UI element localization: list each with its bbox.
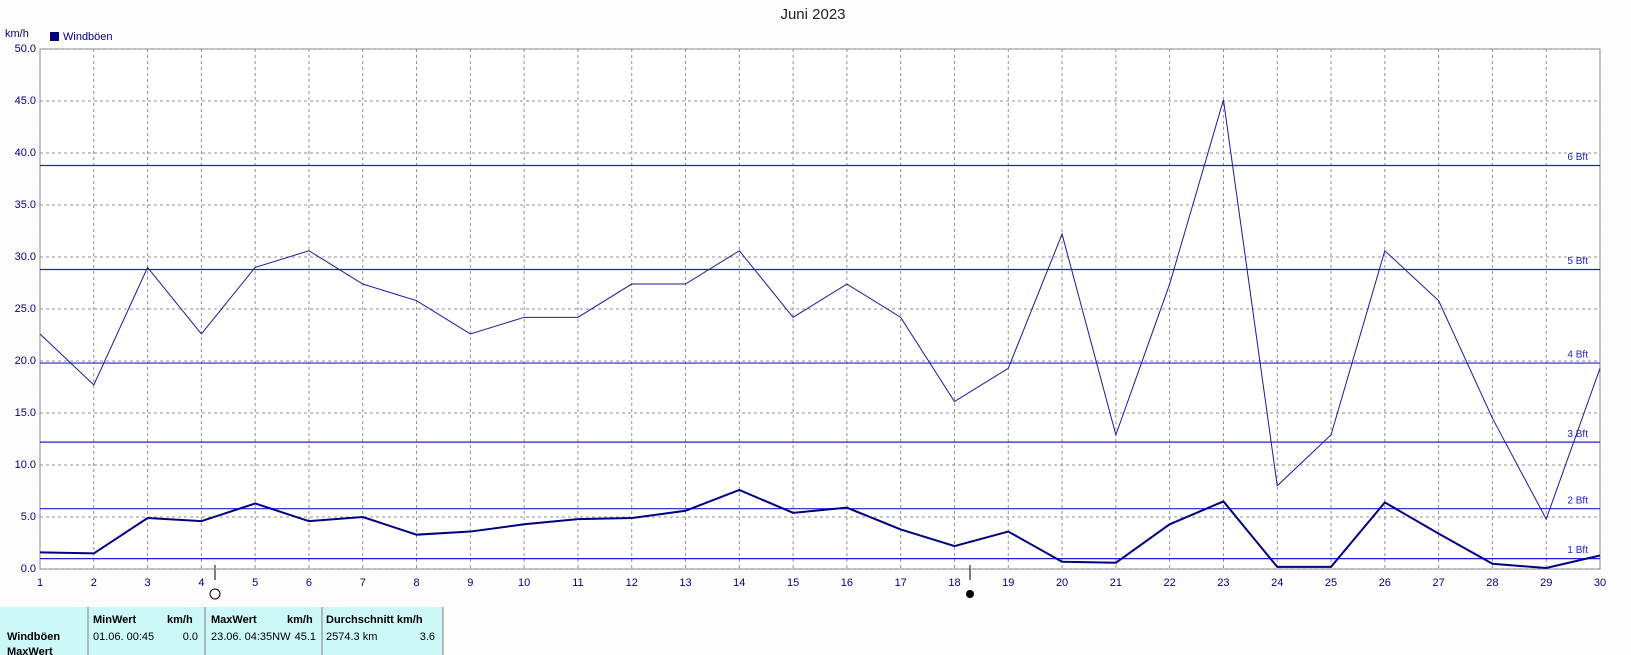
y-tick-label: 50.0 bbox=[15, 43, 36, 55]
y-tick-label: 10.0 bbox=[15, 459, 36, 471]
table-cell: 45.1 bbox=[295, 631, 316, 643]
x-tick-label: 24 bbox=[1271, 577, 1283, 589]
y-tick-label: 45.0 bbox=[15, 95, 36, 107]
x-tick-label: 27 bbox=[1432, 577, 1444, 589]
reference-label: 5 Bft bbox=[1567, 256, 1588, 267]
y-tick-label: 5.0 bbox=[21, 511, 36, 523]
table-header: km/h bbox=[287, 614, 313, 626]
legend-label: Windböen bbox=[63, 31, 113, 43]
x-tick-label: 30 bbox=[1594, 577, 1606, 589]
table-cell: 0.0 bbox=[183, 631, 198, 643]
data-line bbox=[39, 488, 1601, 569]
legend-swatch bbox=[50, 32, 59, 41]
x-tick-label: 16 bbox=[841, 577, 853, 589]
reference-label: 4 Bft bbox=[1567, 350, 1588, 361]
x-tick-label: 13 bbox=[679, 577, 691, 589]
x-tick-label: 7 bbox=[360, 577, 366, 589]
x-tick-label: 4 bbox=[198, 577, 204, 589]
y-axis-label: km/h bbox=[5, 28, 29, 40]
table-row-label: MaxWert bbox=[7, 646, 53, 655]
table-header: km/h bbox=[167, 614, 193, 626]
table-row-label: Windböen bbox=[7, 631, 60, 643]
x-tick-label: 28 bbox=[1486, 577, 1498, 589]
x-tick-label: 14 bbox=[733, 577, 745, 589]
reference-label: 3 Bft bbox=[1567, 429, 1588, 440]
data-line bbox=[39, 99, 1601, 521]
y-tick-label: 35.0 bbox=[15, 199, 36, 211]
y-tick-label: 40.0 bbox=[15, 147, 36, 159]
moon-icon bbox=[966, 590, 974, 598]
stats-panel bbox=[0, 607, 443, 655]
x-tick-label: 20 bbox=[1056, 577, 1068, 589]
x-tick-label: 9 bbox=[467, 577, 473, 589]
x-tick-label: 17 bbox=[895, 577, 907, 589]
table-header: MinWert bbox=[93, 614, 137, 626]
x-tick-label: 11 bbox=[572, 577, 583, 589]
y-tick-label: 20.0 bbox=[15, 355, 36, 367]
reference-label: 6 Bft bbox=[1567, 152, 1588, 163]
reference-label: 2 Bft bbox=[1567, 495, 1588, 506]
x-tick-label: 1 bbox=[37, 577, 43, 589]
x-tick-label: 6 bbox=[306, 577, 312, 589]
moon-icon bbox=[209, 588, 221, 600]
y-tick-label: 0.0 bbox=[21, 563, 36, 575]
x-tick-label: 5 bbox=[252, 577, 258, 589]
y-tick-label: 15.0 bbox=[15, 407, 36, 419]
table-header: MaxWert bbox=[211, 614, 257, 626]
x-tick-label: 19 bbox=[1002, 577, 1014, 589]
x-tick-label: 12 bbox=[626, 577, 638, 589]
x-tick-label: 8 bbox=[413, 577, 419, 589]
x-tick-label: 21 bbox=[1110, 577, 1122, 589]
chart-title: Juni 2023 bbox=[780, 6, 845, 23]
x-tick-label: 10 bbox=[518, 577, 530, 589]
x-tick-label: 2 bbox=[91, 577, 97, 589]
x-tick-label: 15 bbox=[787, 577, 799, 589]
x-tick-label: 18 bbox=[948, 577, 960, 589]
x-tick-label: 26 bbox=[1379, 577, 1391, 589]
y-tick-label: 30.0 bbox=[15, 251, 36, 263]
x-tick-label: 25 bbox=[1325, 577, 1337, 589]
table-cell: 2574.3 km bbox=[326, 631, 377, 643]
x-tick-label: 22 bbox=[1164, 577, 1176, 589]
table-cell: 23.06. 04:35NW bbox=[211, 631, 291, 643]
x-tick-label: 29 bbox=[1540, 577, 1552, 589]
y-tick-label: 25.0 bbox=[15, 303, 36, 315]
x-tick-label: 23 bbox=[1217, 577, 1229, 589]
table-header: Durchschnitt km/h bbox=[326, 614, 423, 626]
table-cell: 3.6 bbox=[420, 631, 435, 643]
table-cell: 01.06. 00:45 bbox=[93, 631, 154, 643]
x-tick-label: 3 bbox=[145, 577, 151, 589]
reference-label: 1 Bft bbox=[1567, 545, 1588, 556]
